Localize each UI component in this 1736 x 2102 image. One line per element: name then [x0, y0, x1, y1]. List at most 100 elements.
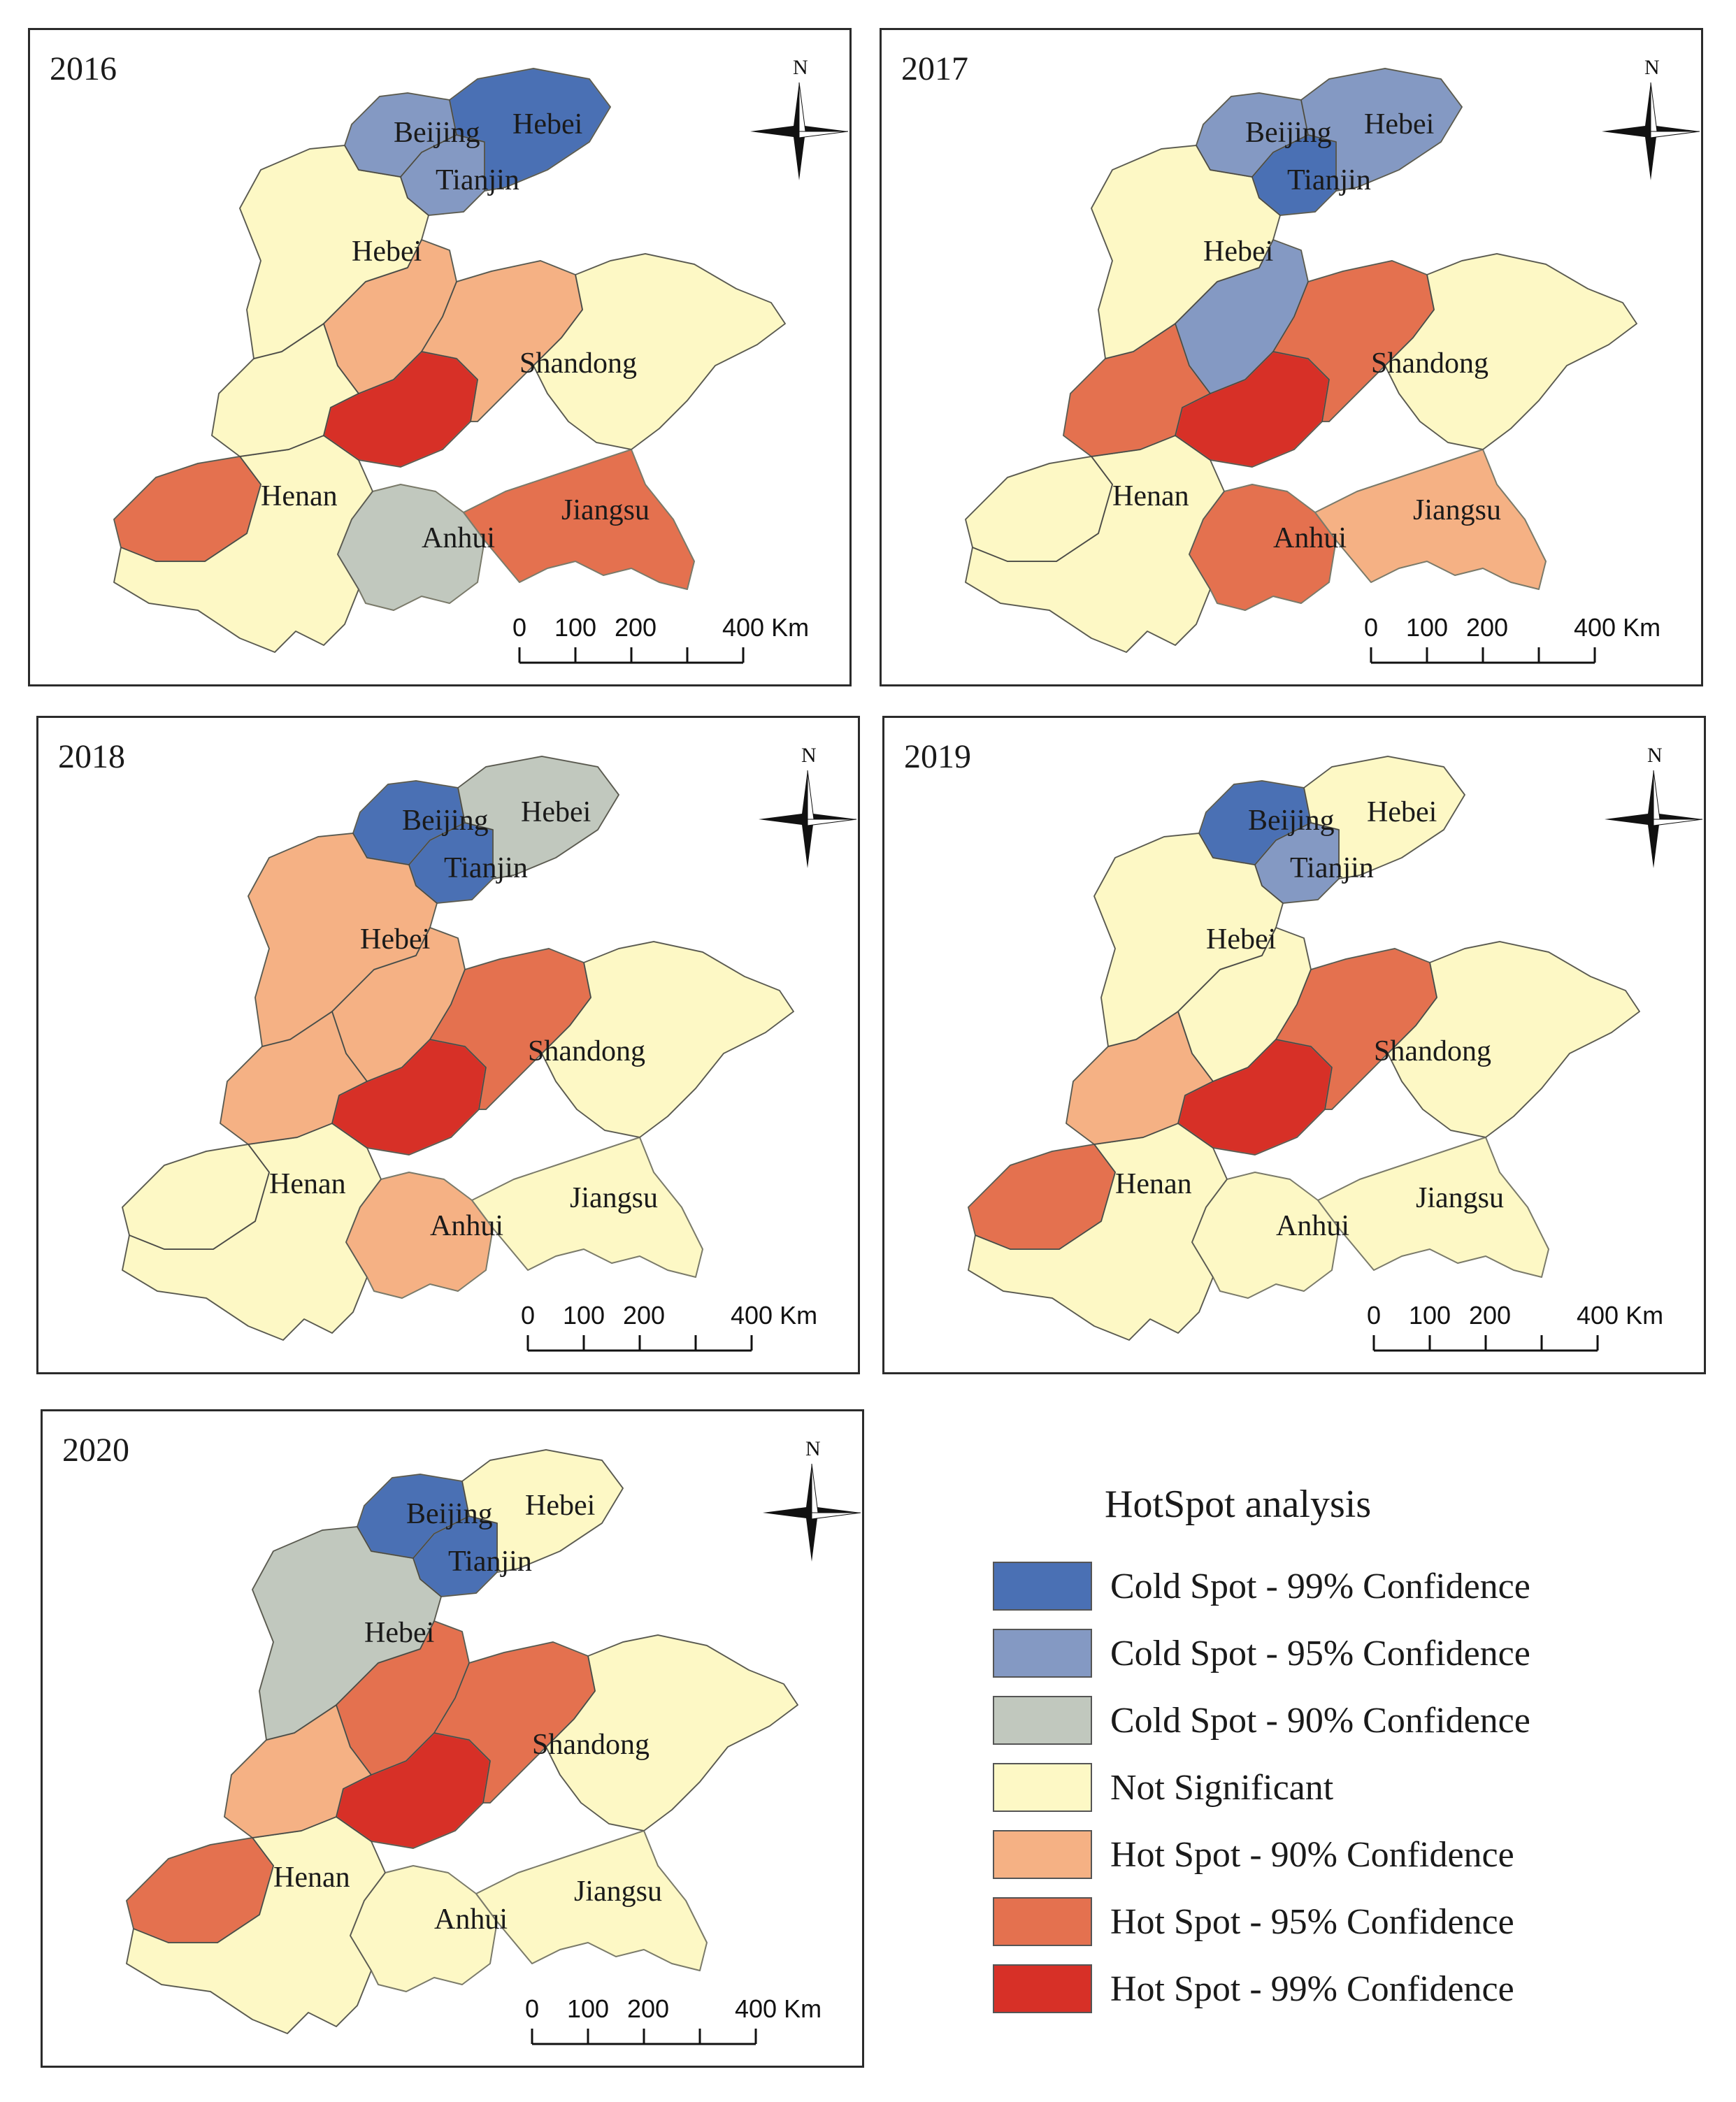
scale-label: 0 — [1364, 613, 1378, 642]
province-label: Anhui — [434, 1903, 508, 1936]
province-label: Beijing — [402, 805, 489, 837]
province-border — [968, 1123, 1228, 1341]
province-label: Hebei — [364, 1617, 434, 1649]
year-label: 2019 — [904, 738, 971, 775]
scale-label: 400 Km — [731, 1301, 817, 1330]
province-label: Jiangsu — [1416, 1182, 1504, 1214]
province-border — [211, 323, 359, 457]
province-label: Anhui — [1273, 522, 1347, 554]
legend-item-cold99: Cold Spot - 99% Confidence — [993, 1559, 1530, 1613]
province-label: Henan — [1112, 480, 1189, 512]
province-label: Tianjin — [436, 164, 519, 196]
legend-swatch — [993, 1562, 1092, 1611]
region-anhui — [1189, 484, 1337, 611]
province-border — [1066, 1011, 1214, 1145]
province-label: Hebei — [360, 923, 430, 956]
province-border — [449, 68, 611, 192]
scale-label: 200 — [627, 1994, 669, 2023]
map-regions — [126, 1449, 798, 2034]
province-label: Jiangsu — [570, 1182, 658, 1214]
province-border — [1384, 253, 1637, 450]
scale-label: 200 — [623, 1301, 665, 1330]
province-label: Shandong — [1371, 347, 1488, 380]
province-border — [126, 1816, 386, 2034]
legend-label: Cold Spot - 99% Confidence — [1110, 1566, 1530, 1606]
province-label: Henan — [261, 480, 338, 512]
region-anhui — [1191, 1172, 1340, 1299]
scale-label: 400 Km — [722, 613, 809, 642]
scale-label: 0 — [521, 1301, 535, 1330]
legend-label: Cold Spot - 95% Confidence — [1110, 1633, 1530, 1673]
map-svg: Beijing Tianjin Hebei Hebei Shandong Henan Anh… — [113, 56, 849, 664]
region-jiangsu — [1317, 1137, 1549, 1278]
legend-swatch — [993, 1629, 1092, 1678]
province-label: Tianjin — [1290, 852, 1374, 884]
map-panel-2017: 2017 Beijing Tianjin Hebei Hebei Shandong Hen… — [880, 28, 1703, 686]
legend-label: Hot Spot - 90% Confidence — [1110, 1834, 1514, 1875]
legend-item-cold90: Cold Spot - 90% Confidence — [993, 1693, 1530, 1748]
legend-label: Hot Spot - 95% Confidence — [1110, 1901, 1514, 1942]
legend-item-hot95: Hot Spot - 95% Confidence — [993, 1894, 1514, 1949]
year-label: 2018 — [58, 738, 125, 775]
scale-label: 200 — [1466, 613, 1508, 642]
north-label: N — [805, 1437, 821, 1460]
scale-label: 0 — [1367, 1301, 1381, 1330]
province-border — [1387, 941, 1640, 1138]
map-panel-2018: 2018 Beijing Tianjin Hebei Hebei Shandong Hen… — [36, 716, 860, 1374]
legend-swatch — [993, 1897, 1092, 1946]
province-label: Hebei — [521, 796, 591, 828]
legend-swatch — [993, 1964, 1092, 2013]
map-panel-2019: 2019 Beijing Tianjin Hebei Hebei Shandong Hen… — [882, 716, 1706, 1374]
north-arrow-icon — [759, 770, 857, 868]
province-label: Shandong — [519, 347, 637, 380]
legend-swatch — [993, 1830, 1092, 1879]
province-label: Tianjin — [444, 852, 528, 884]
province-label: Jiangsu — [1413, 494, 1501, 526]
legend-title: HotSpot analysis — [1105, 1483, 1372, 1526]
map-svg: Beijing Tianjin Hebei Hebei Shandong Henan Anh… — [968, 744, 1703, 1352]
scale-bar — [1370, 647, 1596, 664]
province-label: Anhui — [422, 522, 495, 554]
province-border — [220, 1011, 368, 1145]
scale-label: 100 — [554, 613, 596, 642]
scale-bar — [1372, 1335, 1599, 1352]
map-regions — [113, 68, 786, 653]
province-border — [1300, 68, 1463, 192]
province-label: Shandong — [532, 1729, 650, 1761]
scale-label: 0 — [512, 613, 526, 642]
province-border — [122, 1123, 382, 1341]
north-arrow-icon — [1605, 770, 1703, 868]
legend-item-hot99: Hot Spot - 99% Confidence — [993, 1961, 1514, 2016]
map-svg: Beijing Tianjin Hebei Hebei Shandong Henan Anh… — [126, 1437, 861, 2045]
north-label: N — [1644, 56, 1660, 79]
north-label: N — [1647, 744, 1663, 767]
province-label: Beijing — [1248, 805, 1335, 837]
province-label: Henan — [273, 1862, 350, 1894]
scale-bar — [518, 647, 745, 664]
province-label: Hebei — [352, 236, 422, 268]
province-label: Hebei — [525, 1490, 595, 1522]
province-border — [545, 1634, 798, 1831]
province-border — [541, 941, 794, 1138]
province-border — [461, 1449, 624, 1573]
legend-label: Hot Spot - 99% Confidence — [1110, 1968, 1514, 2009]
region-anhui — [345, 1172, 494, 1299]
scale-label: 100 — [1409, 1301, 1451, 1330]
province-label: Jiangsu — [561, 494, 650, 526]
scale-label: 400 Km — [1574, 613, 1660, 642]
legend-label: Cold Spot - 90% Confidence — [1110, 1700, 1530, 1741]
north-label: N — [801, 744, 817, 767]
scale-label: 200 — [1469, 1301, 1511, 1330]
province-border — [224, 1704, 372, 1838]
year-label: 2020 — [62, 1432, 129, 1469]
scale-label: 100 — [563, 1301, 605, 1330]
province-label: Hebei — [1203, 236, 1273, 268]
scale-bar — [526, 1335, 753, 1352]
region-jiangsu — [471, 1137, 703, 1278]
legend-swatch — [993, 1696, 1092, 1745]
province-label: Jiangsu — [574, 1876, 662, 1908]
province-border — [1303, 756, 1465, 879]
year-label: 2017 — [901, 50, 968, 87]
province-label: Hebei — [512, 108, 582, 141]
north-arrow-icon — [763, 1463, 861, 1562]
